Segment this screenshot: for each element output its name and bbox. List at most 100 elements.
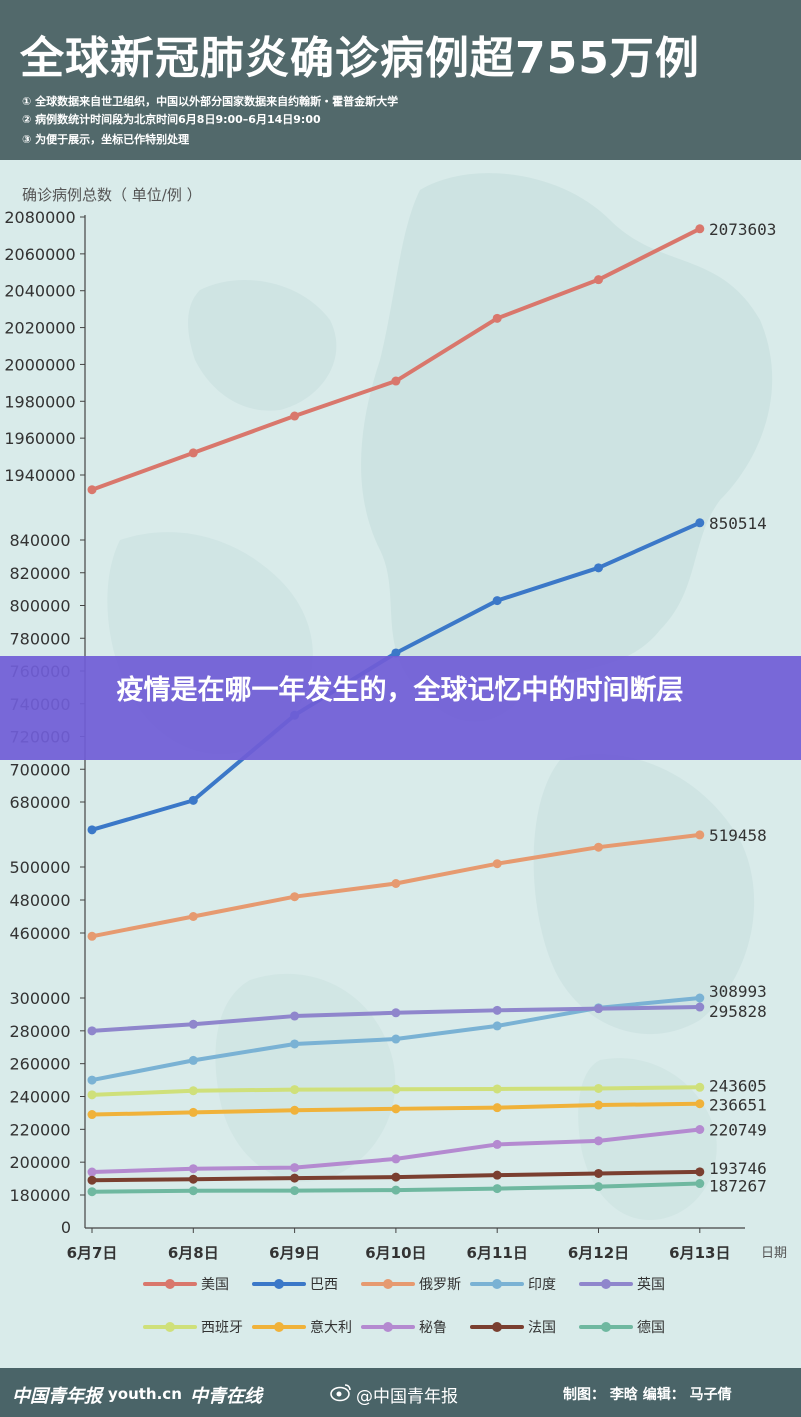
legend-label: 西班牙 [201,1320,243,1336]
legend-marker [492,1279,502,1289]
data-point [290,1085,300,1095]
y-tick-label: 460000 [9,924,70,943]
logo-cyd: 中国青年报 [12,1386,102,1407]
value-label: 519458 [709,826,767,845]
data-point [391,648,401,658]
data-point [87,825,97,835]
note-source: ① 全球数据来自世卫组织，中国以外部分国家数据来自约翰斯・霍普金斯大学 [22,95,399,108]
data-point [695,224,705,234]
data-point [695,830,705,840]
data-point [492,1170,502,1180]
x-axis-label: 日期 [761,1246,787,1261]
value-label: 193746 [709,1159,767,1178]
legend-marker [165,1279,175,1289]
value-label: 2073603 [709,220,776,239]
y-axis-label: 确诊病例总数（ 单位/例 ） [22,186,202,204]
y-tick-label: 2020000 [4,319,75,338]
y-tick-label: 220000 [9,1120,70,1139]
headline-banner[interactable]: 疫情是在哪一年发生的，全球记忆中的时间断层 [0,656,801,760]
data-point [87,485,97,495]
y-tick-label: 500000 [9,858,70,877]
world-map-watermark [107,173,773,1220]
legend-marker [601,1279,611,1289]
line-chart: 确诊病例总数（ 单位/例 ） 日期 0 1940000 1960000 198000… [4,186,787,1336]
series-line [90,1127,702,1175]
data-point [87,1175,97,1185]
y-tick-label: 2060000 [4,245,75,264]
data-point [391,376,401,386]
y-tick-label: 780000 [9,629,70,648]
series-lines [87,224,705,1197]
data-point [492,1139,502,1149]
x-tick-label: 6月7日 [67,1244,118,1262]
data-point [594,1083,603,1093]
data-point [391,1008,401,1018]
data-point [188,1107,198,1117]
data-point [87,1090,97,1100]
legend-marker [274,1322,284,1332]
y-tick-label: 700000 [9,760,70,779]
weibo-handle: @中国青年报 [356,1387,458,1407]
data-point [695,1124,705,1134]
x-ticks: 6月7日 6月8日 6月9日 6月10日 6月11日 6月12日 6月13日 [67,1228,730,1262]
value-label: 308993 [709,982,767,1001]
legend-label: 意大利 [310,1319,352,1336]
y-tick-label: 840000 [9,531,70,550]
data-point [188,1055,198,1065]
data-point [391,1154,401,1164]
data-point [594,842,603,852]
data-point [492,1103,502,1113]
y-tick-label: 1940000 [4,466,75,485]
x-tick-label: 6月13日 [669,1244,730,1262]
y-tick-label: 2040000 [4,282,75,301]
y-tick-label: 800000 [9,597,70,616]
x-tick-label: 6月8日 [168,1244,219,1262]
legend-label: 巴西 [310,1277,338,1293]
data-point [188,1164,198,1174]
data-point [188,1174,198,1184]
footer-bar: 中国青年报 youth.cn 中青在线 @中国青年报 制图： 李晗 编辑： 马子… [0,1368,801,1417]
y-tick-zero: 0 [61,1218,71,1237]
data-point [391,1104,401,1114]
data-point [87,931,97,941]
y-tick-label: 480000 [9,891,70,910]
data-point [290,1105,300,1115]
data-point [594,1100,603,1110]
x-tick-label: 6月11日 [467,1244,528,1262]
data-point [695,1002,705,1012]
value-label: 236651 [709,1096,767,1115]
data-point [290,1011,300,1021]
note-time-range: ② 病例数统计时间段为北京时间6月8日9:00–6月14日9:00 [22,113,321,126]
data-point [391,1034,401,1044]
x-tick-label: 6月12日 [568,1244,629,1262]
series-line [90,226,702,492]
data-point [695,1099,705,1109]
data-point [290,1163,300,1173]
x-tick-label: 6月10日 [365,1244,426,1262]
value-label: 295828 [709,1002,767,1021]
data-point [87,1026,97,1036]
legend-label: 英国 [637,1276,665,1293]
logo-youth: youth.cn [108,1385,182,1403]
y-tick-label: 280000 [9,1022,70,1041]
y-tick-label: 180000 [9,1186,70,1205]
data-point [188,912,198,921]
data-point [492,313,502,323]
data-point [87,1110,97,1120]
data-point [391,1185,401,1195]
note-axis: ③ 为便于展示，坐标已作特别处理 [22,133,190,146]
data-point [492,1184,502,1194]
legend-marker [383,1322,393,1332]
legend-label: 美国 [201,1277,229,1293]
data-point [492,1021,502,1031]
data-point [695,1167,705,1177]
header-panel: 全球新冠肺炎确诊病例超755万例 ① 全球数据来自世卫组织，中国以外部分国家数据… [0,0,801,160]
data-point [87,1167,97,1177]
data-point [594,1004,603,1014]
y-tick-label: 200000 [9,1153,70,1172]
data-point [391,879,401,888]
data-point [695,1179,705,1189]
data-point [594,275,603,285]
value-label: 850514 [709,514,767,533]
